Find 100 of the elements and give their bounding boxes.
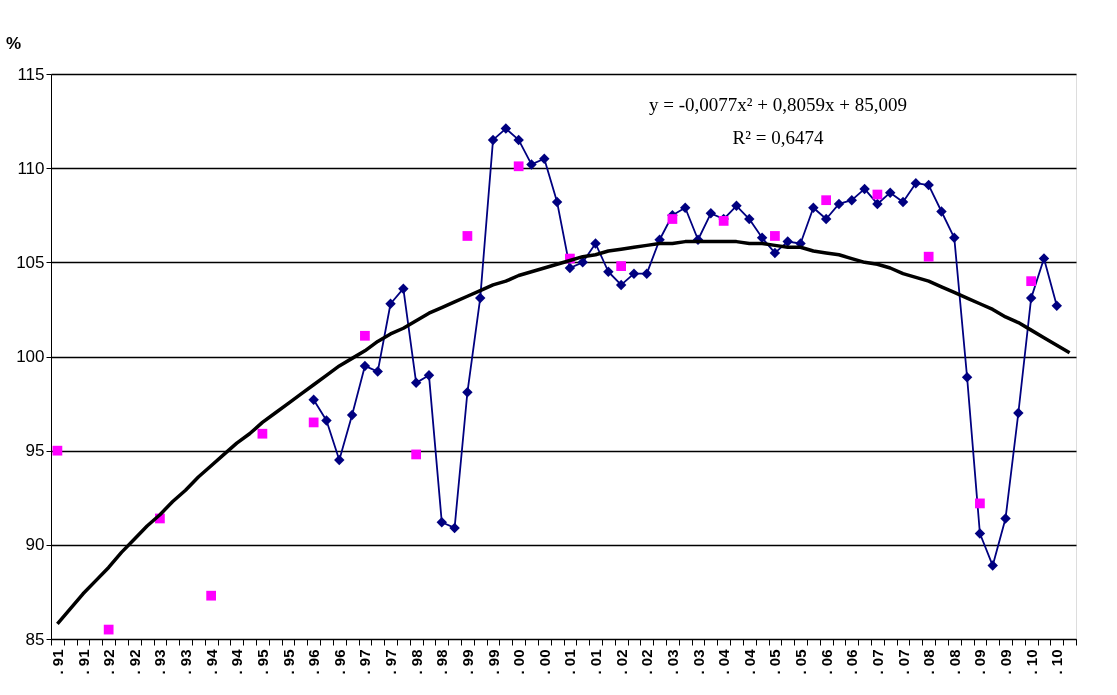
point: [360, 330, 370, 341]
point: [513, 161, 524, 172]
point: [564, 262, 576, 274]
x-tick-label: . 00: [535, 649, 553, 675]
x-tick-label: . 03: [689, 649, 707, 675]
x-tick-label: . 08: [945, 649, 963, 675]
point: [769, 247, 781, 259]
x-tick-label: . 01: [561, 649, 579, 675]
point: [423, 370, 435, 381]
x-tick-label: . 03: [663, 649, 681, 675]
point: [487, 134, 499, 146]
x-tick-label: . 95: [253, 649, 271, 675]
point: [603, 266, 614, 277]
x-tick-label: . 95: [279, 649, 297, 675]
point: [500, 123, 512, 134]
point: [641, 268, 653, 279]
x-tick-label: . 08: [920, 649, 938, 675]
point: [974, 528, 986, 539]
point: [346, 409, 358, 421]
point: [987, 560, 998, 571]
point: [257, 428, 268, 439]
x-tick-label: . 05: [766, 649, 784, 675]
x-tick-label: . 98: [407, 649, 425, 675]
point: [385, 298, 396, 310]
x-tick-label: . 00: [510, 649, 528, 675]
point: [1025, 292, 1037, 304]
x-tick-label: . 04: [740, 648, 758, 675]
point: [1051, 300, 1063, 311]
x-tick-label: . 99: [458, 649, 476, 675]
x-tick-label: . 02: [612, 649, 630, 675]
point: [667, 214, 678, 224]
point: [910, 177, 922, 189]
point: [449, 522, 460, 534]
point: [590, 238, 601, 249]
y-tick-label: 110: [17, 158, 45, 178]
point: [679, 202, 691, 213]
point: [321, 415, 332, 426]
point: [334, 454, 345, 466]
x-tick-label: . 91: [48, 649, 66, 675]
point: [526, 159, 537, 170]
point: [705, 208, 717, 219]
point: [577, 257, 588, 268]
point: [103, 624, 114, 635]
x-tick-label: . 99: [484, 649, 502, 675]
x-tick-label: . 01: [587, 649, 605, 675]
y-tick-label: 85: [25, 629, 45, 649]
x-tick-label: . 07: [868, 649, 886, 675]
point: [949, 232, 960, 244]
x-tick-label: . 97: [382, 649, 400, 675]
annotation: y = -0,0077x² + 0,8059x + 85,009: [649, 94, 907, 115]
y-tick-label: 115: [17, 64, 45, 84]
point: [820, 213, 832, 225]
point: [462, 231, 473, 241]
y-tick-label: 95: [25, 441, 45, 461]
point: [872, 198, 883, 210]
x-tick-label: . 97: [356, 649, 374, 675]
point: [884, 187, 896, 198]
point: [731, 200, 742, 212]
x-tick-label: . 02: [638, 649, 656, 675]
point: [52, 445, 63, 456]
point: [975, 498, 985, 509]
x-tick-label: . 10: [1048, 649, 1066, 675]
point: [1026, 276, 1037, 287]
x-tick-label: . 92: [100, 649, 118, 675]
point: [359, 360, 371, 372]
point: [616, 261, 627, 271]
point: [744, 213, 755, 225]
x-tick-label: . 06: [843, 649, 861, 675]
x-tick-label: . 04: [715, 648, 733, 675]
point: [961, 371, 973, 383]
point: [1000, 513, 1011, 524]
point: [833, 198, 845, 210]
x-tick-label: . 10: [1022, 649, 1040, 675]
x-tick-label: . 92: [125, 649, 143, 675]
point: [308, 417, 319, 428]
x-tick-label: . 94: [202, 648, 220, 675]
y-tick-label: 100: [16, 347, 45, 366]
point: [923, 179, 934, 191]
point: [1038, 253, 1050, 264]
point: [462, 387, 473, 398]
x-tick-label: . 93: [177, 649, 195, 675]
point: [859, 183, 870, 195]
x-tick-label: . 09: [971, 649, 989, 675]
point: [308, 394, 319, 406]
point: [539, 153, 550, 164]
point: [628, 268, 640, 279]
point: [923, 251, 934, 262]
point: [782, 236, 793, 247]
point: [821, 195, 832, 206]
point: [206, 590, 217, 601]
point: [372, 366, 383, 377]
x-tick-label: . 93: [151, 649, 169, 675]
point: [615, 279, 627, 291]
y-axis-title: %: [5, 33, 22, 53]
point: [770, 231, 780, 241]
y-tick-label: 105: [16, 252, 45, 272]
x-tick-label: . 94: [228, 648, 246, 675]
point: [936, 206, 947, 217]
point: [897, 196, 909, 208]
point: [808, 202, 819, 213]
